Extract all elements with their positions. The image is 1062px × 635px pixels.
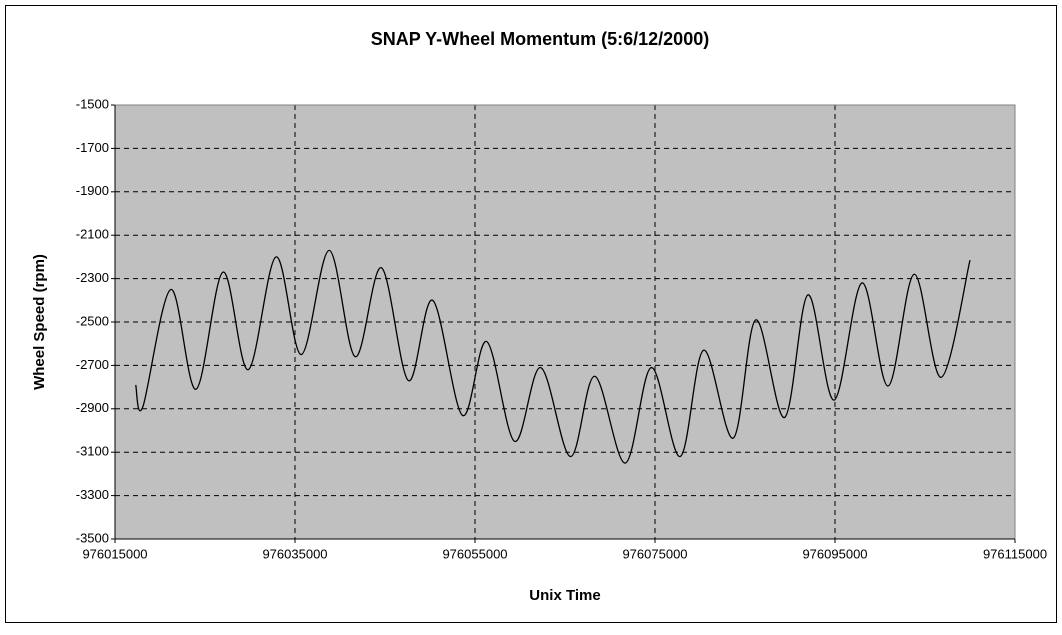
x-tick-label: 976015000 [82, 546, 147, 561]
y-tick-label: -3500 [76, 530, 109, 545]
y-tick-label: -2900 [76, 400, 109, 415]
y-tick-label: -1900 [76, 183, 109, 198]
y-tick-label: -2700 [76, 357, 109, 372]
x-tick-label: 976115000 [983, 546, 1047, 561]
y-axis-label: Wheel Speed (rpm) [31, 254, 48, 390]
y-tick-label: -1700 [76, 140, 109, 155]
x-tick-label: 976075000 [622, 546, 687, 561]
x-axis-label: Unix Time [529, 587, 600, 604]
y-tick-label: -3100 [76, 444, 109, 459]
y-tick-label: -2300 [76, 270, 109, 285]
x-tick-label: 976095000 [802, 546, 867, 561]
data-line [135, 249, 971, 464]
y-tick-label: -1500 [76, 96, 109, 111]
y-tick-label: -2100 [76, 227, 109, 242]
x-tick-label: 976055000 [442, 546, 507, 561]
y-tick-label: -3300 [76, 487, 109, 502]
x-tick-label: 976035000 [262, 546, 327, 561]
chart-title: SNAP Y-Wheel Momentum (5:6/12/2000) [371, 29, 709, 49]
y-tick-label: -2500 [76, 313, 109, 328]
